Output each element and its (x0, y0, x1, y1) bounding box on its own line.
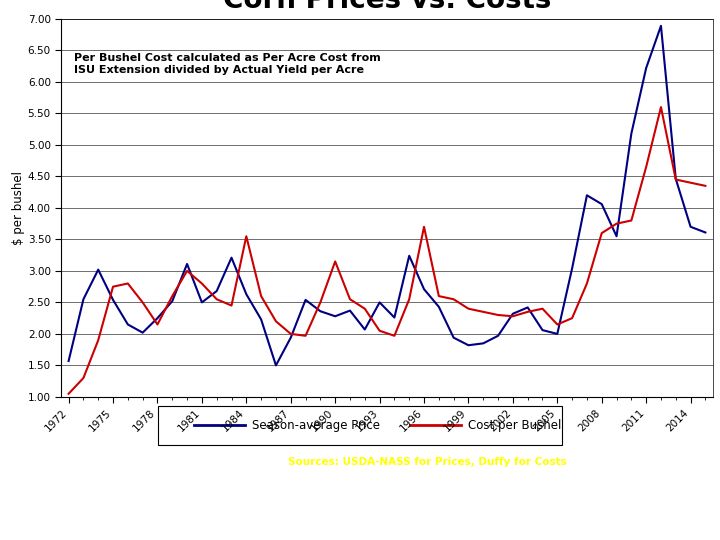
Text: Season-average Price: Season-average Price (252, 418, 380, 432)
Text: Sources: USDA-NASS for Prices, Duffy for Costs: Sources: USDA-NASS for Prices, Duffy for… (288, 457, 567, 468)
Text: Per Bushel Cost calculated as Per Acre Cost from
ISU Extension divided by Actual: Per Bushel Cost calculated as Per Acre C… (74, 53, 381, 75)
Title: Corn Prices vs. Costs: Corn Prices vs. Costs (222, 0, 552, 14)
Text: Ag Decision Maker: Ag Decision Maker (526, 512, 656, 525)
Text: Cost per Bushel: Cost per Bushel (468, 418, 562, 432)
Y-axis label: $ per bushel: $ per bushel (12, 171, 25, 245)
Text: IOWA STATE UNIVERSITY: IOWA STATE UNIVERSITY (7, 457, 213, 471)
Text: Extension and Outreach/Department of Economics: Extension and Outreach/Department of Eco… (7, 505, 237, 514)
